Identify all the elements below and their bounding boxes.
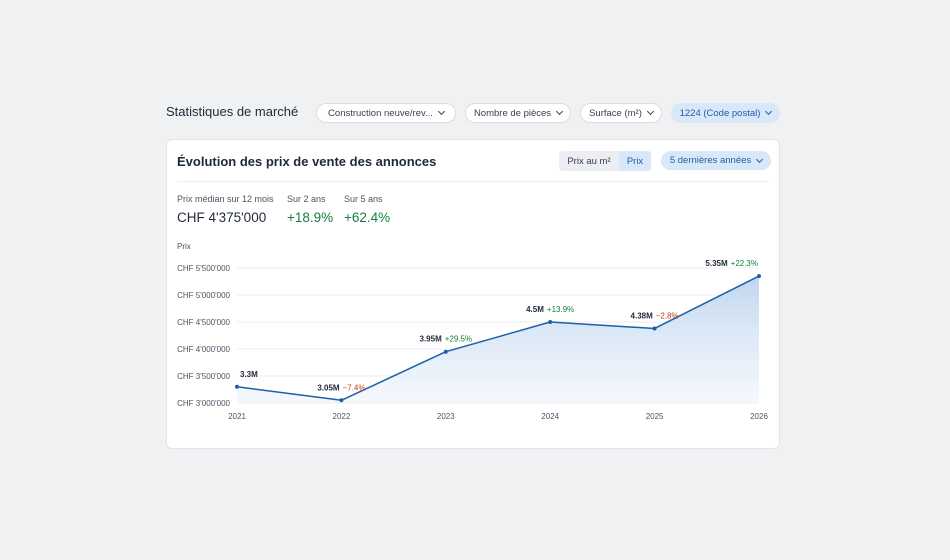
stat-five-year-value: +62.4% [344, 210, 391, 225]
data-value-label: 5.35M [705, 259, 728, 268]
filter-construction[interactable]: Construction neuve/rev... [316, 103, 456, 123]
page-title: Statistiques de marché [166, 104, 299, 119]
stat-two-year-value: +18.9% [287, 210, 334, 225]
toggle-price-per-m2[interactable]: Prix au m² [567, 155, 611, 167]
period-label: 5 dernières années [669, 155, 752, 166]
series-area [237, 276, 759, 403]
filter-postal-code[interactable]: 1224 (Code postal) [671, 103, 780, 123]
stat-two-year-label: Sur 2 ans [287, 194, 326, 204]
x-tick-label: 2025 [646, 412, 664, 421]
toggle-price[interactable]: Prix [619, 151, 651, 171]
filter-postal-code-label: 1224 (Code postal) [679, 107, 761, 119]
data-label: 3.95M +29.5% [420, 335, 473, 344]
y-tick-label: CHF 4'000'000 [177, 345, 230, 354]
x-tick-label: 2022 [333, 412, 351, 421]
data-value-label: 4.5M [526, 305, 544, 314]
data-value-label: 3.05M [317, 383, 340, 392]
market-stats-header: Statistiques de marché Construction neuv… [166, 103, 780, 123]
chevron-down-icon [765, 107, 773, 116]
data-point[interactable] [339, 398, 344, 403]
stat-five-year: Sur 5 ans +62.4% [344, 194, 390, 225]
filter-surface-label: Surface (m²) [589, 107, 642, 119]
data-label: 4.5M +13.9% [526, 305, 574, 314]
data-change-label: −7.4% [343, 383, 366, 392]
filter-construction-label: Construction neuve/rev... [328, 107, 433, 119]
filter-rooms[interactable]: Nombre de pièces [465, 103, 571, 123]
y-tick-label: CHF 5'500'000 [177, 264, 230, 273]
price-mode-toggle: Prix au m² Prix [559, 151, 651, 171]
series-line [236, 275, 760, 402]
data-label: 5.35M +22.3% [705, 259, 758, 268]
data-point[interactable] [443, 349, 448, 354]
data-value-label: 4.38M [631, 311, 654, 320]
card-title: Évolution des prix de vente des annonces [177, 154, 437, 169]
data-point[interactable] [652, 326, 657, 331]
data-value-label: 3.3M [240, 370, 258, 379]
filter-rooms-label: Nombre de pièces [473, 107, 552, 119]
y-tick-label: CHF 5'000'000 [177, 291, 230, 300]
chevron-down-icon [646, 107, 654, 116]
stat-median-value: CHF 4'375'000 [177, 210, 267, 225]
x-tick-label: 2024 [541, 412, 559, 421]
stat-two-year: Sur 2 ans +18.9% [287, 194, 333, 225]
data-change-label: +22.3% [731, 259, 758, 268]
stat-median: Prix médian sur 12 mois CHF 4'375'000 [177, 194, 274, 225]
y-tick-label: CHF 3'000'000 [177, 399, 230, 408]
chevron-down-icon [556, 107, 564, 116]
x-tick-label: 2021 [228, 412, 246, 421]
y-tick-label: CHF 3'500'000 [177, 372, 230, 381]
y-tick-label: CHF 4'500'000 [177, 318, 230, 327]
price-chart: CHF 3'000'000 CHF 3'500'000 CHF 4'000'000 C… [177, 259, 768, 421]
chevron-down-icon [437, 107, 445, 116]
data-change-label: −2.8% [656, 311, 679, 320]
data-label: 4.38M −2.8% [631, 311, 679, 320]
filter-surface[interactable]: Surface (m²) [580, 103, 662, 123]
stat-five-year-label: Sur 5 ans [344, 194, 383, 204]
stat-median-label: Prix médian sur 12 mois [177, 194, 274, 204]
data-point[interactable] [548, 320, 553, 324]
card-divider [177, 181, 769, 182]
data-point[interactable] [757, 274, 761, 279]
data-change-label: +29.5% [445, 335, 472, 344]
period-select[interactable]: 5 dernières années [661, 151, 771, 170]
data-label: 3.05M −7.4% [317, 383, 365, 392]
x-tick-label: 2026 [750, 412, 768, 421]
price-evolution-card: Évolution des prix de vente des annonces… [166, 139, 780, 449]
data-value-label: 3.95M [420, 335, 443, 344]
chart-y-axis-label: Prix [177, 242, 191, 251]
data-label: 3.3M [240, 370, 258, 379]
x-tick-label: 2023 [437, 412, 455, 421]
data-change-label: +13.9% [547, 305, 574, 314]
data-point[interactable] [235, 384, 239, 389]
